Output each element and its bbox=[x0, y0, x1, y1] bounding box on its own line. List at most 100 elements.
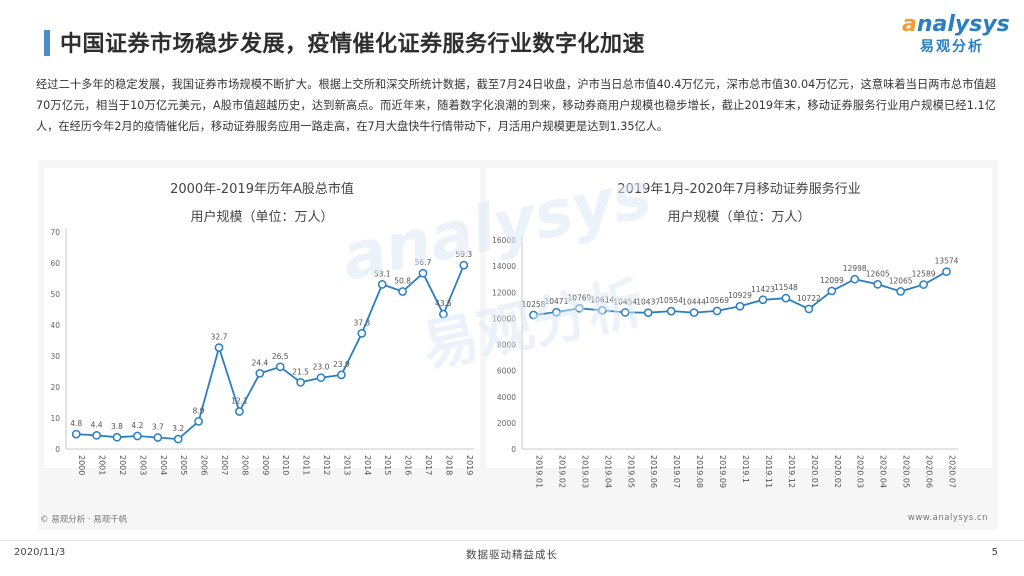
data-point bbox=[689, 308, 699, 317]
chart-mobile-securities-users: 2019年1月-2020年7月移动证券服务行业 用户规模（单位：万人） 0 200… bbox=[486, 168, 992, 488]
data-label: 12605 bbox=[866, 269, 890, 278]
data-point bbox=[153, 433, 163, 442]
data-point bbox=[357, 329, 367, 338]
data-point bbox=[296, 378, 305, 387]
x-tick-label: 2020.05 bbox=[902, 455, 911, 488]
y-tick-label: 30 bbox=[50, 352, 60, 361]
data-label: 11423 bbox=[751, 285, 775, 294]
chart-subtitle: 用户规模（单位：万人） bbox=[667, 210, 811, 225]
data-label: 12065 bbox=[889, 276, 913, 285]
x-tick-label: 2014 bbox=[363, 455, 372, 475]
data-point bbox=[666, 306, 676, 316]
data-label: 10569 bbox=[705, 296, 729, 305]
data-label: 10437 bbox=[636, 298, 660, 307]
data-label: 10554 bbox=[659, 296, 683, 305]
x-tick-label: 2019.01 bbox=[534, 455, 543, 488]
chart-title: 2000年-2019年历年A股总市值 bbox=[170, 182, 354, 197]
x-tick-label: 2019.12 bbox=[787, 455, 796, 488]
data-label: 32.7 bbox=[211, 333, 228, 342]
data-point bbox=[275, 362, 285, 372]
data-label: 4.8 bbox=[70, 419, 82, 428]
x-tick-label: 2003 bbox=[138, 455, 147, 475]
data-label: 10722 bbox=[797, 294, 821, 303]
y-tick-label: 20 bbox=[50, 383, 60, 392]
data-label: 12.1 bbox=[231, 396, 248, 405]
chart-a-share-market-value: 2000年-2019年历年A股总市值 用户规模（单位：万人） 0 10 20 30 40… bbox=[44, 168, 480, 475]
data-point bbox=[418, 268, 428, 278]
x-tick-label: 2005 bbox=[179, 455, 188, 475]
data-point bbox=[439, 309, 448, 319]
y-tick-label: 40 bbox=[50, 321, 60, 330]
footer-divider bbox=[0, 540, 1024, 541]
data-point bbox=[850, 274, 860, 284]
x-tick-label: 2001 bbox=[98, 455, 107, 475]
x-tick-label: 2007 bbox=[220, 455, 229, 475]
chart-svg: 0 10 20 30 40 50 60 70 2000 2001 2002 2003 2004 2005 2… bbox=[50, 228, 474, 475]
data-point bbox=[214, 343, 224, 352]
y-tick-label: 16000 bbox=[492, 236, 516, 245]
x-tick-label: 2020.06 bbox=[925, 455, 934, 488]
data-point bbox=[529, 310, 538, 320]
data-label: 26.5 bbox=[272, 352, 289, 361]
x-tick-label: 2020.01 bbox=[810, 455, 819, 488]
x-tick-label: 2020.07 bbox=[948, 455, 957, 488]
y-tick-label: 10 bbox=[50, 414, 60, 423]
data-point bbox=[459, 260, 469, 270]
data-point bbox=[71, 429, 81, 439]
data-point bbox=[398, 287, 407, 296]
x-tick-label: 2019.08 bbox=[695, 455, 704, 488]
data-point bbox=[235, 407, 244, 416]
data-point bbox=[758, 295, 768, 305]
footer-date: 2020/11/3 bbox=[14, 547, 66, 558]
x-tick-label: 2006 bbox=[200, 455, 209, 475]
data-point bbox=[919, 280, 928, 289]
x-tick-label: 2017 bbox=[424, 455, 433, 475]
x-tick-label: 2019.09 bbox=[718, 455, 727, 488]
data-point bbox=[377, 280, 387, 289]
data-point bbox=[804, 304, 814, 314]
data-point bbox=[643, 308, 653, 318]
data-point bbox=[620, 308, 630, 317]
data-point bbox=[735, 301, 745, 311]
data-label: 10769 bbox=[567, 293, 591, 302]
website-url: www.analysys.cn bbox=[907, 513, 988, 523]
data-point bbox=[337, 370, 346, 380]
data-point bbox=[133, 431, 142, 441]
data-label: 13574 bbox=[935, 257, 959, 266]
data-label: 3.7 bbox=[152, 423, 164, 432]
y-tick-label: 0 bbox=[511, 445, 516, 454]
data-label: 11548 bbox=[774, 283, 798, 292]
x-tick-label: 2019.07 bbox=[672, 455, 681, 488]
x-tick-label: 2013 bbox=[342, 455, 351, 475]
y-tick-label: 8000 bbox=[497, 341, 516, 350]
data-label: 43.5 bbox=[435, 299, 452, 308]
x-tick-label: 2019.03 bbox=[580, 455, 589, 488]
x-tick-label: 2019 bbox=[465, 455, 474, 475]
data-label: 12589 bbox=[912, 270, 936, 279]
x-tick-label: 2018 bbox=[444, 455, 453, 475]
data-point bbox=[255, 369, 265, 378]
x-tick-label: 2004 bbox=[159, 455, 168, 475]
y-tick-label: 14000 bbox=[492, 262, 516, 271]
data-point bbox=[316, 373, 326, 383]
data-label: 24.4 bbox=[251, 358, 268, 367]
footer-slogan: 数据驱动精益成长 bbox=[466, 549, 558, 561]
intro-paragraph: 经过二十多年的稳定发展，我国证券市场规模不断扩大。根据上交所和深交所统计数据，截… bbox=[36, 78, 996, 133]
data-point bbox=[942, 267, 951, 277]
data-label: 12998 bbox=[843, 264, 867, 273]
x-tick-label: 2020.02 bbox=[833, 455, 842, 488]
chart-title: 2019年1月-2020年7月移动证券服务行业 bbox=[617, 182, 861, 197]
data-label: 56.7 bbox=[415, 258, 432, 267]
data-label: 53.1 bbox=[374, 269, 391, 278]
y-tick-label: 0 bbox=[55, 445, 60, 454]
x-tick-label: 2011 bbox=[302, 455, 311, 475]
data-point bbox=[194, 417, 203, 426]
page-number: 5 bbox=[991, 547, 998, 558]
x-tick-label: 2019.05 bbox=[626, 455, 635, 488]
data-label: 8.9 bbox=[193, 406, 205, 415]
data-label: 4.4 bbox=[91, 420, 103, 429]
x-tick-label: 2012 bbox=[322, 455, 331, 475]
data-point bbox=[597, 306, 607, 315]
data-label: 23.9 bbox=[333, 360, 350, 369]
title-accent-bar bbox=[44, 30, 50, 56]
